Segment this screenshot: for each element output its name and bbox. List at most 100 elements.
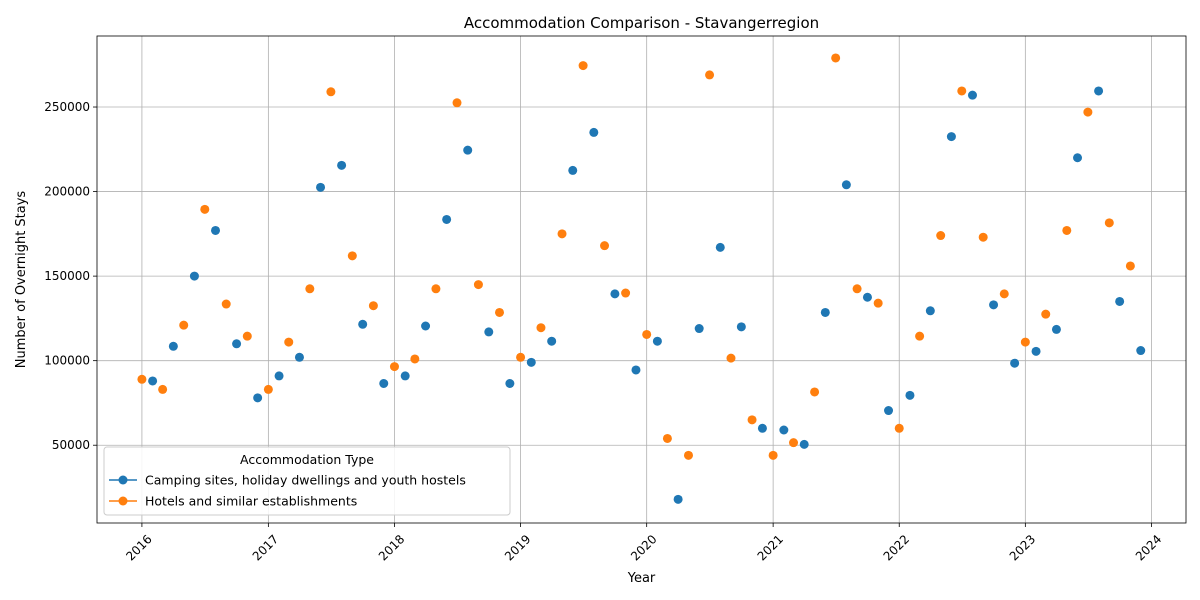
y-tick-label: 150000: [44, 269, 90, 283]
data-point: [1104, 218, 1114, 228]
data-point: [779, 425, 789, 435]
y-tick-label: 250000: [44, 100, 90, 114]
data-point: [905, 390, 915, 400]
data-point: [179, 320, 189, 330]
data-point: [600, 241, 610, 251]
data-point: [673, 494, 683, 504]
data-point: [200, 204, 210, 214]
data-point: [316, 182, 326, 192]
y-tick-label: 200000: [44, 185, 90, 199]
data-point: [1115, 296, 1125, 306]
series-hotels: [137, 53, 1135, 460]
data-point: [1031, 346, 1041, 356]
data-point: [862, 292, 872, 302]
legend-entry-camping: Camping sites, holiday dwellings and you…: [109, 473, 466, 488]
data-point: [946, 132, 956, 142]
data-point: [410, 354, 420, 364]
data-point: [473, 280, 483, 290]
legend-label-camping: Camping sites, holiday dwellings and you…: [145, 473, 466, 488]
data-point: [1020, 337, 1030, 347]
data-point: [358, 319, 368, 329]
x-axis-title: Year: [627, 571, 656, 586]
data-point: [232, 339, 242, 349]
data-point: [284, 337, 294, 347]
data-point: [452, 98, 462, 108]
data-point: [536, 323, 546, 333]
series-camping: [148, 86, 1146, 504]
data-point: [1073, 153, 1083, 163]
data-point: [253, 393, 263, 403]
data-point: [578, 61, 588, 71]
data-point: [621, 288, 631, 298]
data-point: [1136, 346, 1146, 356]
data-point: [568, 165, 578, 175]
data-point: [1010, 358, 1020, 368]
data-point: [484, 327, 494, 337]
data-point: [610, 289, 620, 299]
data-point: [810, 387, 820, 397]
data-point: [978, 232, 988, 242]
data-point: [337, 160, 347, 170]
data-point: [263, 384, 273, 394]
data-point: [736, 322, 746, 332]
data-point: [168, 341, 178, 351]
data-point: [894, 423, 904, 433]
data-point: [715, 242, 725, 252]
data-point: [1083, 107, 1093, 117]
data-point: [820, 307, 830, 317]
data-point: [747, 415, 757, 425]
data-point: [662, 433, 672, 443]
data-point: [158, 384, 168, 394]
data-point: [400, 371, 410, 381]
data-point: [379, 378, 389, 388]
data-point: [799, 439, 809, 449]
legend-entry-hotels: Hotels and similar establishments: [109, 494, 357, 509]
data-point: [873, 298, 883, 308]
data-point: [999, 289, 1009, 299]
data-point: [1041, 309, 1051, 319]
data-point: [1051, 324, 1061, 334]
legend-marker-camping: [118, 475, 128, 485]
data-point: [957, 86, 967, 96]
data-point: [726, 353, 736, 363]
data-point: [683, 450, 693, 460]
data-point: [189, 271, 199, 281]
data-point: [631, 365, 641, 375]
legend: Accommodation Type Camping sites, holida…: [103, 446, 511, 516]
data-point: [326, 87, 336, 97]
data-point: [294, 352, 304, 362]
legend-label-hotels: Hotels and similar establishments: [145, 494, 357, 509]
data-point: [925, 306, 935, 316]
data-point: [526, 357, 536, 367]
data-point: [1125, 261, 1135, 271]
data-point: [442, 214, 452, 224]
legend-title: Accommodation Type: [240, 452, 374, 467]
data-point: [274, 371, 284, 381]
data-point: [694, 324, 704, 334]
grid-layer: [97, 36, 1186, 523]
data-point: [757, 423, 767, 433]
data-point: [495, 307, 505, 317]
data-point: [841, 180, 851, 190]
data-point: [347, 251, 357, 261]
data-point: [915, 331, 925, 341]
data-point: [1094, 86, 1104, 96]
data-point: [463, 145, 473, 155]
data-point: [221, 299, 231, 309]
data-point: [431, 284, 441, 294]
data-point: [789, 438, 799, 448]
series-layer: [137, 53, 1146, 504]
data-point: [768, 450, 778, 460]
data-point: [505, 378, 515, 388]
data-point: [989, 300, 999, 310]
data-point: [642, 329, 652, 339]
y-tick-label: 100000: [44, 354, 90, 368]
data-point: [137, 374, 147, 384]
legend-box: [103, 446, 511, 516]
data-point: [967, 90, 977, 100]
data-point: [211, 225, 221, 235]
data-point: [652, 336, 662, 346]
chart-title: Accommodation Comparison - Stavangerregi…: [464, 14, 819, 32]
data-point: [516, 352, 526, 362]
